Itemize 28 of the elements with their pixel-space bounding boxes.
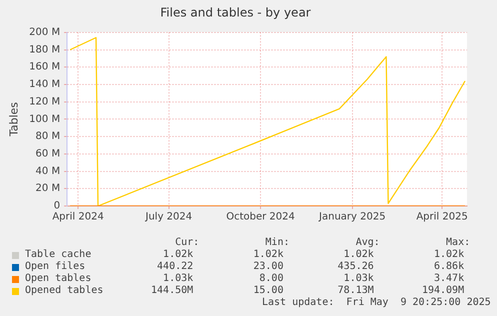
text: Cur: Min: Avg: Max: xyxy=(174,237,470,249)
y-tick-label: 160 M xyxy=(29,62,60,73)
y-tick-label: 60 M xyxy=(36,148,60,160)
x-tick-label: April 2024 xyxy=(52,212,104,223)
text: 144.50M 15.00 78.13M 194.09M xyxy=(151,285,464,296)
y-tick-label: 80 M xyxy=(36,131,60,142)
y-tick-label: 20 M xyxy=(36,183,60,194)
legend-label: Open tables xyxy=(25,273,92,285)
text: Last update: Fri May 9 20:25:00 2025 xyxy=(262,297,491,308)
y-tick-label: 180 M xyxy=(29,44,60,56)
x-tick-label: October 2024 xyxy=(226,212,295,223)
y-tick-label: 100 M xyxy=(29,114,60,125)
text: 440.22 23.00 435.26 6.86k xyxy=(157,261,464,272)
y-tick-label: 120 M xyxy=(29,96,60,108)
legend-label: Opened tables xyxy=(25,285,104,297)
chart-title: Files and tables - by year xyxy=(160,5,311,20)
y-tick-label: 0 xyxy=(54,200,60,212)
y-tick-label: 40 M xyxy=(36,166,60,177)
y-tick-label: 140 M xyxy=(29,79,60,90)
x-tick-label: January 2025 xyxy=(318,212,386,223)
text: 1.02k 1.02k 1.02k 1.02k xyxy=(163,249,464,260)
legend-label: Table cache xyxy=(25,249,92,261)
y-axis-title: Tables xyxy=(7,102,20,138)
x-tick-label: April 2025 xyxy=(416,212,468,223)
text: 1.03k 8.00 1.03k 3.47k xyxy=(163,273,464,284)
legend-label: Open files xyxy=(25,261,86,273)
x-tick-label: July 2024 xyxy=(144,212,192,223)
y-tick-label: 200 M xyxy=(29,26,60,38)
